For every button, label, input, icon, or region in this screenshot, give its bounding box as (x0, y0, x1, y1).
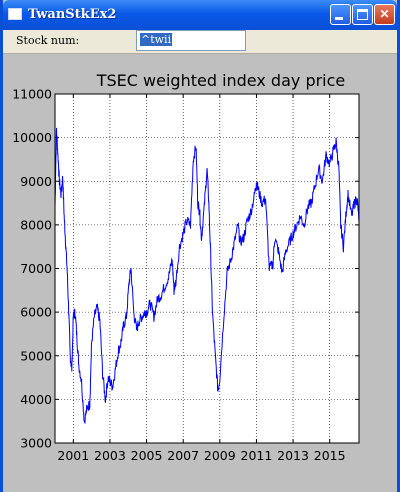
y-tick-label: 3000 (20, 436, 52, 451)
stock-num-value: ^twii (140, 33, 173, 46)
close-button[interactable]: ✕ (374, 4, 395, 25)
stock-toolbar: Stock num: ^twii (3, 30, 397, 54)
y-tick-label: 9000 (20, 174, 52, 189)
y-tick-label: 11000 (12, 87, 52, 102)
chart-figure: 3000 4000 5000 6000 7000 8000 9000 10000 11000 20… (3, 54, 397, 492)
y-tick-label: 8000 (20, 217, 52, 232)
maximize-button[interactable] (352, 4, 373, 25)
x-tick-label: 2013 (277, 448, 309, 463)
price-series-line (54, 127, 360, 424)
y-tick-label: 7000 (20, 261, 52, 276)
title-bar[interactable]: TwanStkEx2 ✕ (3, 0, 397, 30)
x-tick-label: 2003 (94, 448, 126, 463)
minimize-button[interactable] (330, 4, 351, 25)
x-tick-label: 2007 (167, 448, 199, 463)
y-tick-label: 4000 (20, 392, 52, 407)
x-tick-label: 2015 (314, 448, 346, 463)
chart-title: TSEC weighted index day price (96, 71, 346, 90)
x-tick-label: 2011 (241, 448, 273, 463)
y-tick-label: 5000 (20, 348, 52, 363)
close-icon: ✕ (379, 7, 390, 21)
window-icon (8, 8, 22, 20)
plot-frame (54, 93, 360, 444)
x-tick-label: 2001 (57, 448, 89, 463)
plot-background (55, 94, 359, 443)
window-title: TwanStkEx2 (28, 7, 117, 22)
y-tick-label: 10000 (12, 130, 52, 145)
stock-num-input[interactable]: ^twii (136, 30, 246, 51)
price-chart: 3000 4000 5000 6000 7000 8000 9000 10000 11000 20… (12, 71, 360, 463)
x-tick-label: 2005 (131, 448, 163, 463)
y-tick-label: 6000 (20, 305, 52, 320)
minimize-icon (335, 17, 343, 20)
maximize-icon (357, 9, 368, 20)
x-tick-label: 2009 (204, 448, 236, 463)
stock-num-label: Stock num: (16, 34, 80, 47)
